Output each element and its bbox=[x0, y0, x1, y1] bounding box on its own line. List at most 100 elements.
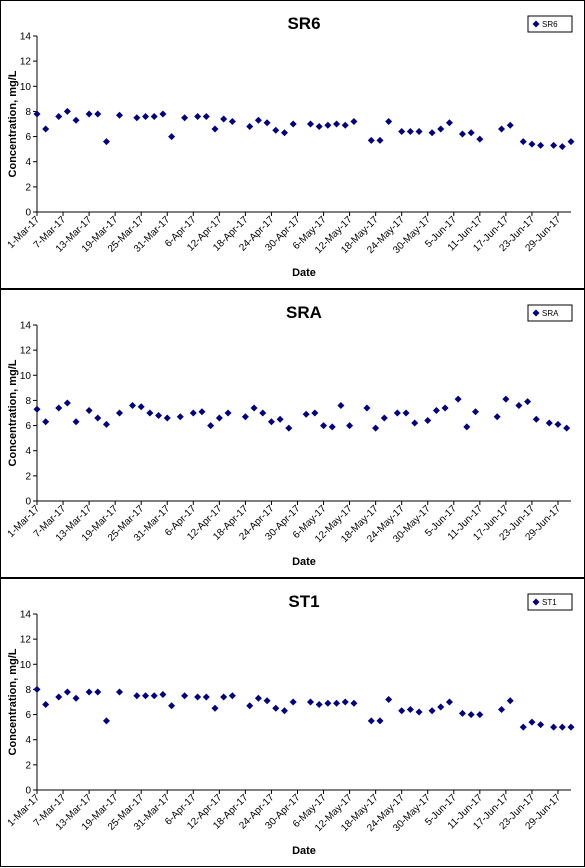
legend: ST1 bbox=[527, 593, 573, 611]
y-tick-label: 4 bbox=[25, 446, 31, 457]
data-point bbox=[224, 409, 232, 417]
data-point bbox=[168, 702, 176, 710]
data-point bbox=[202, 112, 210, 120]
y-tick-label: 2 bbox=[25, 760, 31, 771]
legend-box bbox=[527, 593, 573, 611]
legend-label: SR6 bbox=[542, 20, 558, 29]
data-point bbox=[246, 123, 254, 131]
data-point bbox=[42, 701, 50, 709]
data-point bbox=[402, 409, 410, 417]
legend-marker bbox=[532, 20, 540, 28]
data-point bbox=[181, 114, 189, 122]
chart-title: SRA bbox=[286, 303, 322, 322]
data-point bbox=[385, 695, 393, 703]
data-point bbox=[267, 418, 275, 426]
data-point bbox=[102, 420, 110, 428]
data-point bbox=[307, 698, 315, 706]
y-tick-label: 0 bbox=[25, 208, 31, 219]
data-point bbox=[55, 112, 63, 120]
data-point bbox=[129, 401, 137, 409]
y-tick-label: 6 bbox=[25, 421, 31, 432]
data-point bbox=[506, 121, 514, 129]
data-point bbox=[441, 404, 449, 412]
data-point bbox=[63, 688, 71, 696]
data-point bbox=[411, 419, 419, 427]
data-point bbox=[142, 112, 150, 120]
data-point bbox=[263, 697, 271, 705]
x-axis-title: Date bbox=[292, 845, 316, 857]
data-point bbox=[519, 723, 527, 731]
data-point bbox=[72, 694, 80, 702]
data-point bbox=[263, 119, 271, 127]
data-point bbox=[63, 107, 71, 115]
data-point bbox=[280, 129, 288, 137]
data-point bbox=[498, 706, 506, 714]
data-point bbox=[55, 693, 63, 701]
y-tick-label: 6 bbox=[25, 132, 31, 143]
data-point bbox=[168, 133, 176, 141]
data-point bbox=[432, 406, 440, 414]
y-tick-label: 8 bbox=[25, 107, 31, 118]
data-point bbox=[341, 121, 349, 129]
data-point bbox=[385, 117, 393, 125]
data-point bbox=[211, 704, 219, 712]
data-point bbox=[428, 707, 436, 715]
data-point bbox=[63, 399, 71, 407]
data-point bbox=[146, 409, 154, 417]
data-point bbox=[289, 120, 297, 128]
data-point bbox=[115, 688, 123, 696]
data-point bbox=[94, 688, 102, 696]
data-point bbox=[211, 125, 219, 133]
data-point bbox=[102, 138, 110, 146]
data-point bbox=[254, 116, 262, 124]
y-tick-label: 6 bbox=[25, 710, 31, 721]
data-point bbox=[437, 703, 445, 711]
data-point bbox=[333, 699, 341, 707]
data-point bbox=[102, 717, 110, 725]
data-point bbox=[33, 110, 41, 118]
legend-label: SRA bbox=[542, 309, 559, 318]
data-point bbox=[458, 709, 466, 717]
data-point bbox=[181, 692, 189, 700]
data-point bbox=[424, 417, 432, 425]
chart-panel-sr6: SR6024681012141-Mar-177-Mar-1713-Mar-171… bbox=[0, 0, 585, 289]
y-tick-label: 10 bbox=[20, 82, 32, 93]
data-point bbox=[545, 419, 553, 427]
data-point bbox=[42, 418, 50, 426]
data-point bbox=[315, 123, 323, 131]
data-point bbox=[398, 128, 406, 136]
y-tick-label: 2 bbox=[25, 182, 31, 193]
data-point bbox=[367, 136, 375, 144]
data-point bbox=[315, 701, 323, 709]
data-point bbox=[502, 395, 510, 403]
x-axis-title: Date bbox=[292, 556, 316, 568]
data-point bbox=[524, 398, 532, 406]
data-point bbox=[285, 424, 293, 432]
data-point bbox=[220, 693, 228, 701]
legend-box bbox=[527, 304, 573, 322]
data-point bbox=[115, 111, 123, 119]
data-point bbox=[532, 415, 540, 423]
data-point bbox=[537, 721, 545, 729]
data-point bbox=[85, 406, 93, 414]
data-point bbox=[272, 704, 280, 712]
data-point bbox=[307, 120, 315, 128]
data-point bbox=[393, 409, 401, 417]
data-point bbox=[537, 141, 545, 149]
y-tick-label: 12 bbox=[20, 635, 32, 646]
data-point bbox=[415, 128, 423, 136]
data-point bbox=[228, 117, 236, 125]
y-tick-label: 8 bbox=[25, 396, 31, 407]
chart-title: SR6 bbox=[287, 14, 320, 33]
data-point bbox=[324, 699, 332, 707]
y-tick-label: 0 bbox=[25, 786, 31, 797]
chart-panel-sra: SRA024681012141-Mar-177-Mar-1713-Mar-171… bbox=[0, 289, 585, 578]
data-point bbox=[550, 141, 558, 149]
data-point bbox=[367, 717, 375, 725]
data-point bbox=[350, 117, 358, 125]
data-point bbox=[259, 409, 267, 417]
y-tick-label: 2 bbox=[25, 471, 31, 482]
data-point bbox=[254, 694, 262, 702]
data-point bbox=[333, 120, 341, 128]
data-point bbox=[176, 413, 184, 421]
